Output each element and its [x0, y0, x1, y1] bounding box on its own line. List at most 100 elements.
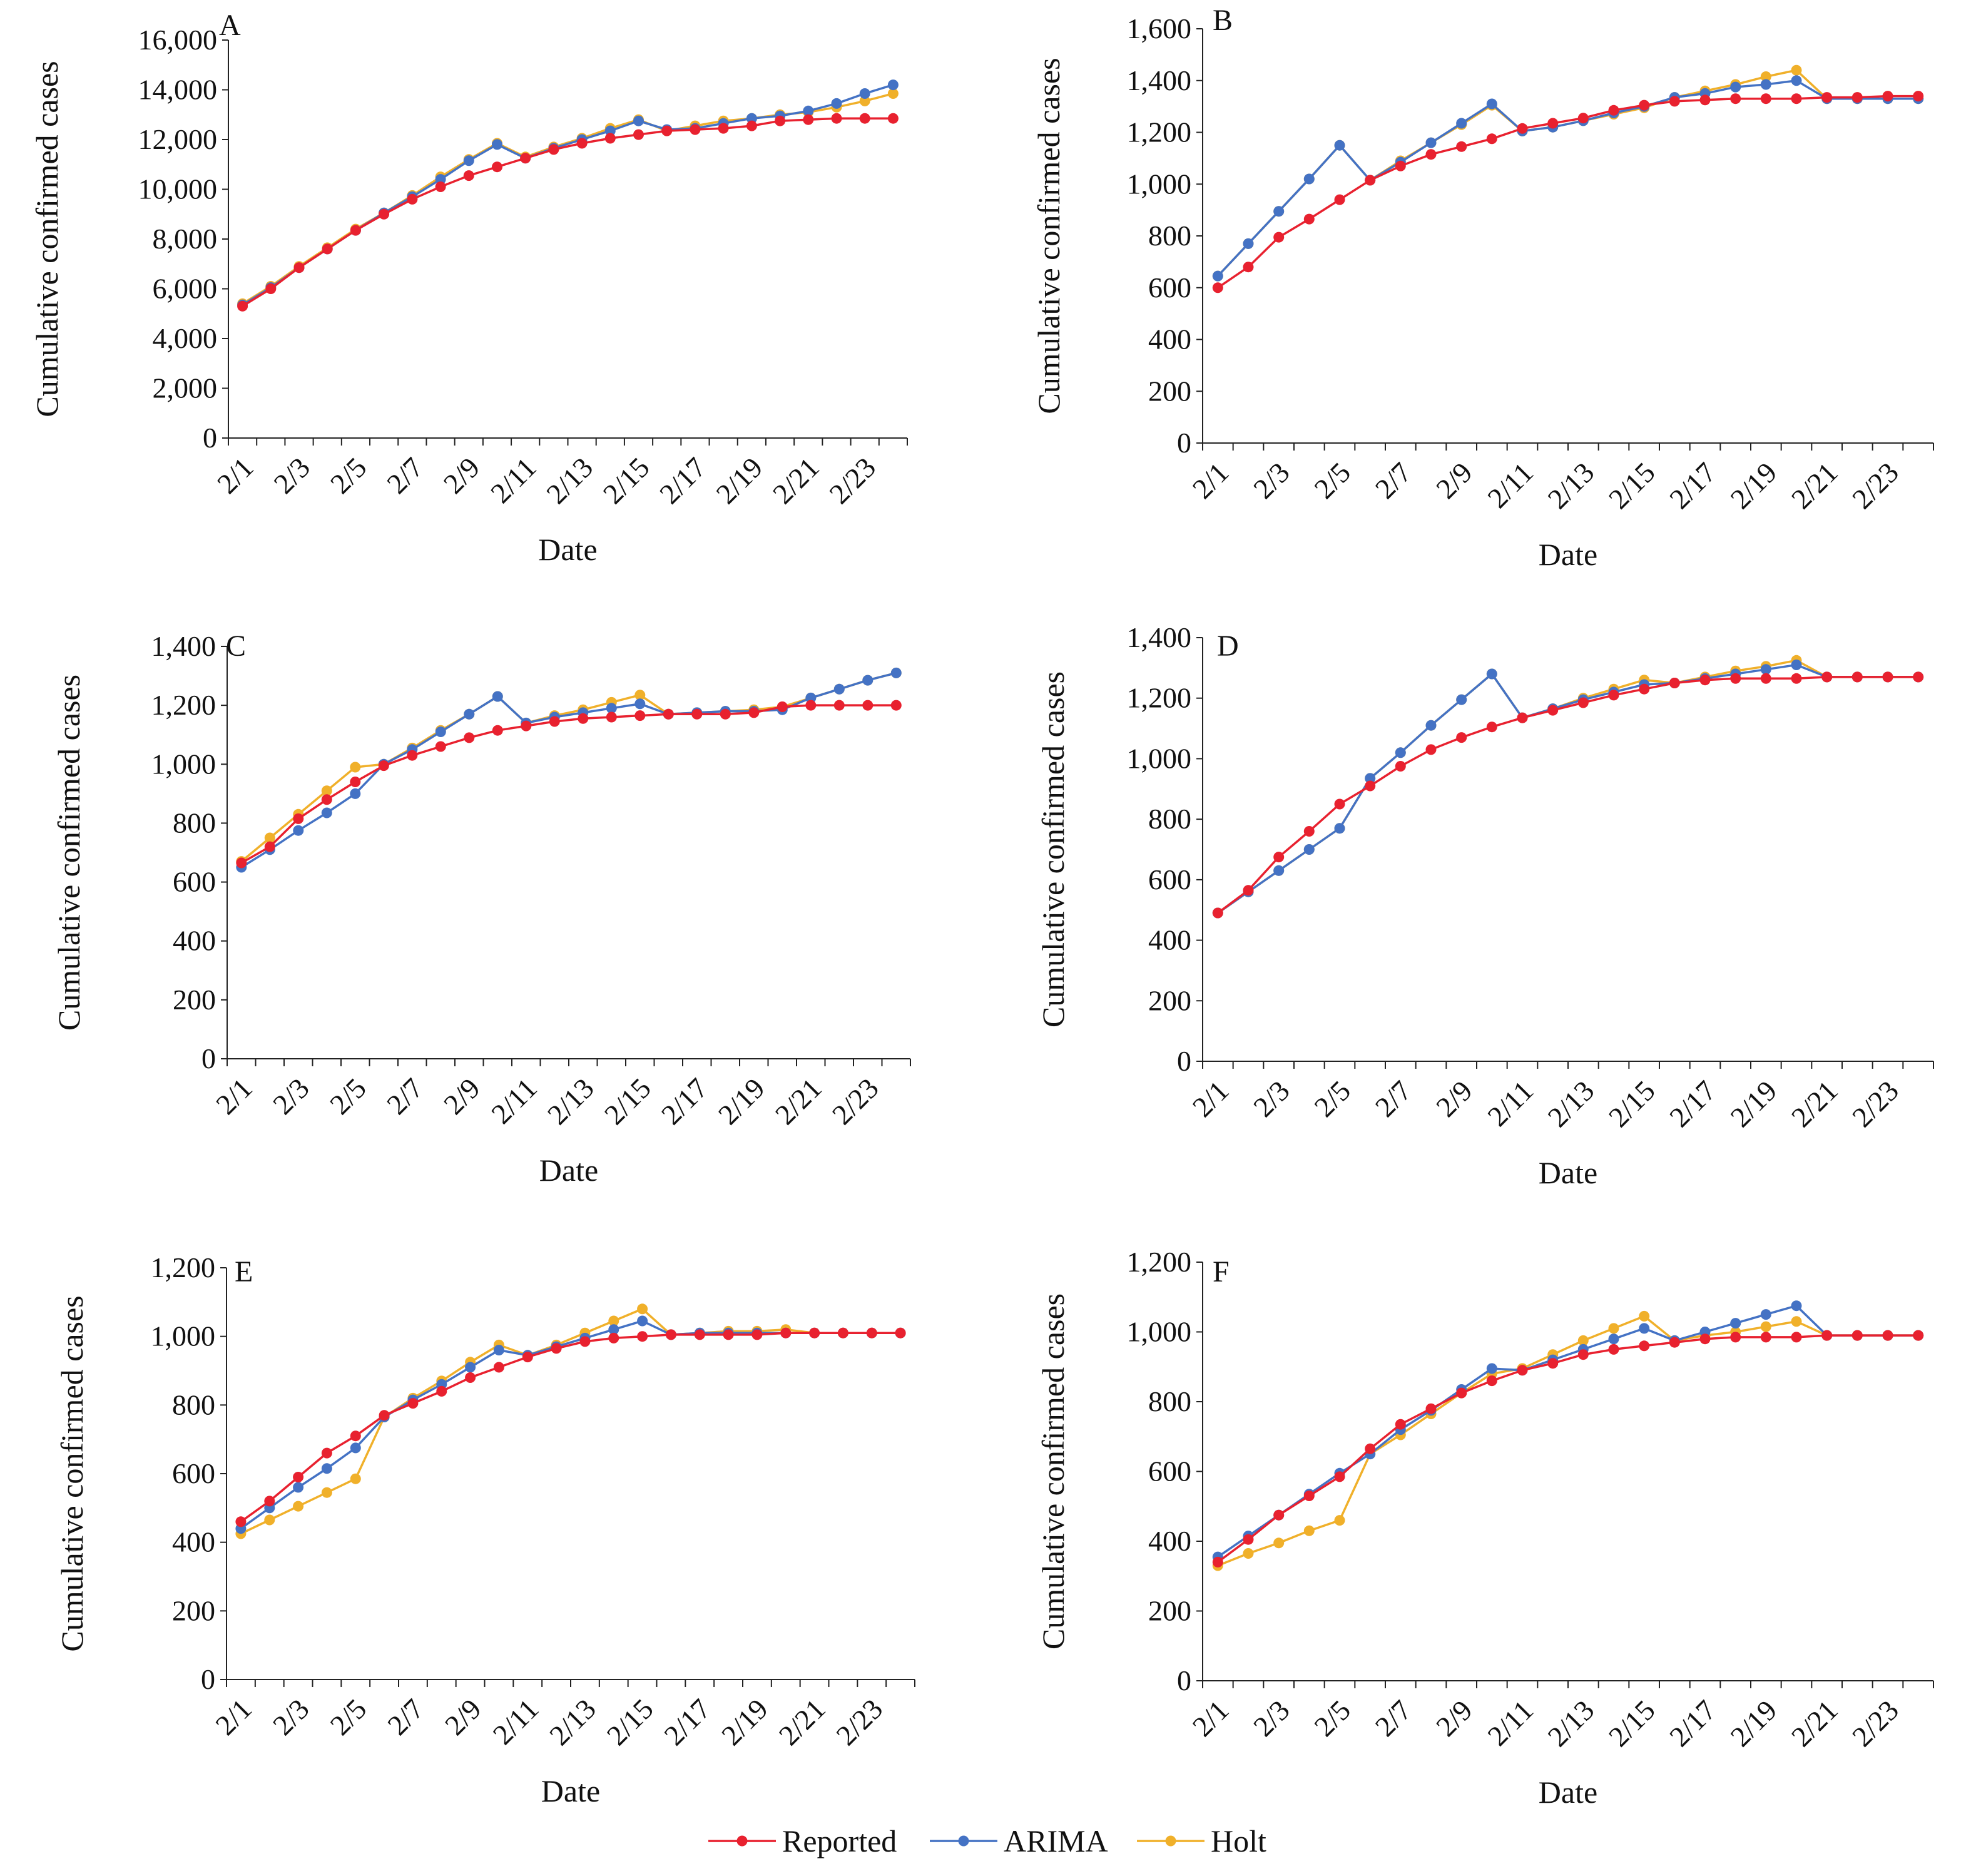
y-tick-label: 600	[173, 866, 216, 898]
data-point	[350, 788, 361, 799]
data-point	[350, 225, 361, 236]
data-point	[1669, 96, 1680, 107]
x-tick-label: 2/21	[1785, 1074, 1844, 1133]
data-point	[1212, 1556, 1223, 1568]
chart-panels: 0 2,000 4,000 6,000 8,000 10,000 12,000 14,000 1…	[29, 4, 1934, 1810]
data-point	[723, 1329, 734, 1340]
data-point	[321, 807, 332, 818]
x-tick-label: 2/1	[210, 1072, 258, 1121]
y-tick-label: 0	[1177, 1664, 1191, 1696]
data-point	[493, 1362, 504, 1373]
series-arima	[1212, 1300, 1924, 1562]
data-point	[464, 732, 475, 743]
data-point	[1486, 133, 1497, 145]
data-point	[1395, 761, 1406, 772]
data-point	[862, 700, 873, 711]
y-tick-label: 600	[1148, 1455, 1191, 1487]
data-point	[548, 144, 559, 155]
series-holt	[1212, 655, 1924, 919]
y-tick-label: 0	[201, 1663, 215, 1695]
y-tick-label: 4,000	[153, 322, 218, 354]
data-point	[293, 1472, 304, 1482]
data-point	[1425, 1403, 1437, 1414]
data-point	[1303, 213, 1315, 225]
data-point	[859, 88, 870, 99]
x-tick-label: 2/19	[1724, 1074, 1783, 1133]
data-point	[1303, 173, 1315, 185]
data-point	[378, 760, 389, 772]
panel-letter: A	[219, 9, 241, 42]
data-point	[1913, 1330, 1924, 1341]
y-tick-label: 800	[1148, 1385, 1191, 1417]
data-point	[608, 1324, 619, 1335]
y-tick-label: 0	[1177, 427, 1191, 459]
panel-letter: D	[1217, 630, 1239, 663]
data-point	[1608, 1333, 1619, 1345]
y-tick-label: 800	[1148, 220, 1191, 252]
series-reported	[235, 1327, 906, 1527]
data-point	[1486, 721, 1497, 733]
data-point	[1395, 1419, 1406, 1430]
x-tick-label: 2/5	[324, 451, 373, 500]
y-axis-title: Cumulative confirmed cases	[51, 675, 86, 1031]
data-point	[1791, 64, 1802, 76]
data-point	[1547, 118, 1559, 129]
legend-marker	[736, 1835, 748, 1847]
y-tick-label: 0	[203, 422, 217, 454]
x-tick-label: 2/23	[1846, 456, 1905, 515]
data-point	[809, 1327, 820, 1338]
data-point	[579, 1336, 591, 1347]
x-tick-label: 2/1	[1186, 456, 1235, 505]
data-point	[492, 161, 502, 173]
legend-label: Holt	[1211, 1823, 1266, 1858]
x-tick-label: 2/1	[211, 451, 260, 500]
data-point	[407, 193, 418, 205]
data-point	[751, 1329, 763, 1340]
data-point	[350, 1442, 361, 1454]
data-point	[465, 1372, 476, 1383]
x-tick-label: 2/11	[1481, 1074, 1539, 1133]
x-tick-label: 2/13	[1542, 1694, 1601, 1753]
legend-marker	[958, 1835, 969, 1847]
data-point	[1365, 1443, 1376, 1454]
panel-letter: B	[1213, 4, 1233, 37]
data-point	[1730, 1332, 1741, 1343]
data-point	[634, 690, 646, 701]
data-point	[890, 700, 902, 711]
y-tick-label: 1,200	[1127, 1246, 1192, 1278]
data-point	[746, 120, 757, 131]
data-point	[1395, 160, 1406, 171]
series-line	[240, 671, 897, 862]
data-point	[1608, 690, 1619, 701]
x-tick-label: 2/19	[715, 1693, 774, 1751]
x-tick-label: 2/3	[1247, 456, 1296, 505]
data-point	[1791, 93, 1802, 105]
x-tick-label: 2/9	[1430, 1074, 1479, 1123]
y-tick-label: 1,200	[1127, 682, 1192, 714]
x-tick-label: 2/15	[1602, 1694, 1661, 1753]
data-point	[1882, 671, 1893, 683]
x-axis-title: Date	[1539, 1155, 1597, 1190]
chart-panel-d: 0 200 400 600 800 1,000 1,200 1,400 2/1 2/3 2/5 2/7…	[1036, 621, 1934, 1190]
x-tick-label: 2/21	[766, 451, 825, 510]
data-point	[379, 1410, 390, 1421]
x-tick-label: 2/11	[485, 1072, 543, 1130]
x-axis-title: Date	[538, 532, 597, 567]
data-point	[1334, 1515, 1345, 1526]
x-tick-label: 2/7	[381, 1693, 430, 1741]
data-point	[1243, 238, 1254, 249]
data-point	[1760, 664, 1771, 675]
data-point	[1760, 1309, 1771, 1320]
x-tick-label: 2/1	[209, 1693, 258, 1741]
data-point	[350, 1430, 361, 1442]
data-point	[862, 675, 873, 686]
y-axis-title: Cumulative confirmed cases	[1031, 58, 1066, 414]
legend-item-reported: Reported	[708, 1823, 897, 1858]
x-tick-label: 2/17	[1663, 1694, 1722, 1753]
data-point	[1273, 206, 1285, 217]
data-point	[895, 1327, 906, 1338]
x-tick-label: 2/21	[773, 1693, 832, 1751]
data-point	[604, 133, 616, 144]
